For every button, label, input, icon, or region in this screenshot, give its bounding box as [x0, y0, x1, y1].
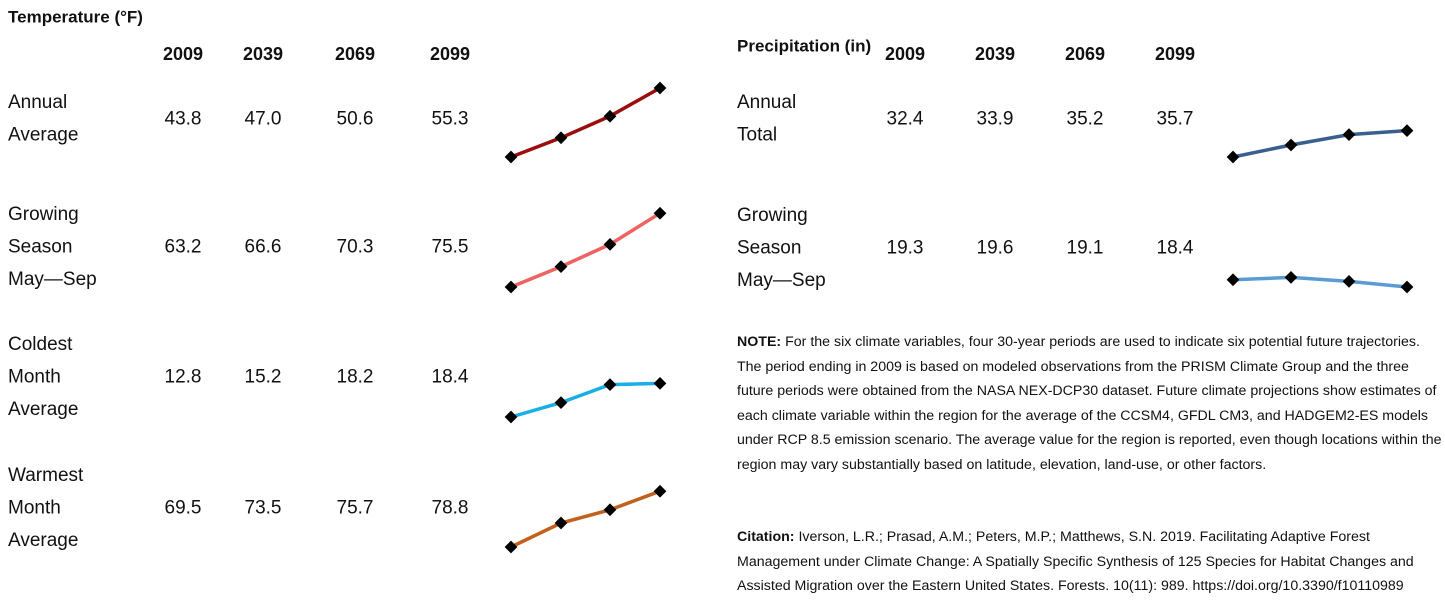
row-label: Warmest: [8, 465, 84, 486]
sparkline: [510, 381, 661, 419]
row-label: Season: [8, 237, 72, 258]
sparkline: [1232, 128, 1408, 159]
value: 15.2: [245, 367, 282, 388]
value: 69.5: [165, 498, 202, 519]
sparkline-marker: [1284, 271, 1298, 284]
year-header: 2099: [430, 44, 470, 64]
year-header: 2009: [885, 44, 925, 64]
row-label: Average: [8, 125, 78, 146]
row-label: Growing: [737, 205, 808, 226]
sparkline-marker: [554, 396, 568, 409]
row-label: Coldest: [8, 334, 73, 355]
sparkline-marker: [1284, 138, 1298, 152]
value: 75.7: [337, 498, 374, 519]
value: 18.4: [432, 367, 469, 388]
value: 66.6: [245, 237, 282, 258]
year-header: 2039: [975, 44, 1015, 64]
value: 18.2: [337, 367, 374, 388]
sparkline-marker: [603, 503, 617, 517]
sparkline-marker: [653, 484, 667, 498]
value: 35.2: [1067, 108, 1104, 129]
value: 12.8: [165, 367, 202, 388]
row-label: Average: [8, 399, 78, 420]
year-header: 2009: [163, 44, 203, 64]
row-label: May—Sep: [737, 270, 826, 291]
value: 78.8: [432, 498, 469, 519]
sparkline-marker: [1400, 280, 1414, 294]
year-header: 2069: [335, 44, 375, 64]
sparkline-marker: [1226, 273, 1240, 287]
value: 43.8: [165, 108, 202, 129]
sparkline-marker: [504, 150, 518, 164]
value: 18.4: [1157, 238, 1194, 259]
value: 19.1: [1067, 238, 1104, 259]
sparkline: [510, 211, 661, 289]
sparkline-marker: [653, 377, 667, 390]
year-header: 2039: [243, 44, 283, 64]
value: 33.9: [977, 108, 1014, 129]
sparkline-marker: [554, 260, 568, 273]
sparkline: [1232, 275, 1408, 289]
value: 73.5: [245, 498, 282, 519]
sparkline-marker: [504, 280, 518, 294]
row-label: Total: [737, 125, 777, 146]
note-label: NOTE:: [737, 334, 782, 350]
sparkline-marker: [1400, 124, 1414, 137]
sparkline-marker: [504, 410, 518, 424]
sparkline: [510, 86, 661, 159]
sparkline-marker: [554, 131, 568, 145]
citation-text: Iverson, L.R.; Prasad, A.M.; Peters, M.P…: [737, 529, 1414, 594]
row-label: Season: [737, 238, 801, 259]
value: 63.2: [165, 237, 202, 258]
value: 19.6: [977, 238, 1014, 259]
value: 35.7: [1157, 108, 1194, 129]
row-label: Month: [8, 367, 61, 388]
panel-title: Precipitation (in): [737, 36, 871, 55]
row-label: Month: [8, 498, 61, 519]
value: 70.3: [337, 237, 374, 258]
note: NOTE: For the six climate variables, fou…: [737, 330, 1442, 477]
sparkline-marker: [1342, 275, 1356, 288]
sparkline-marker: [603, 378, 617, 391]
year-header: 2069: [1065, 44, 1105, 64]
note-text: For the six climate variables, four 30-y…: [737, 334, 1442, 473]
sparkline-marker: [1342, 128, 1356, 141]
citation-label: Citation:: [737, 529, 795, 545]
row-label: Average: [8, 530, 78, 551]
row-label: Annual: [8, 92, 67, 113]
value: 47.0: [245, 108, 282, 129]
panel-title: Temperature (°F): [8, 7, 143, 26]
value: 75.5: [432, 237, 469, 258]
value: 32.4: [887, 108, 924, 129]
value: 55.3: [432, 108, 469, 129]
citation: Citation: Iverson, L.R.; Prasad, A.M.; P…: [737, 525, 1442, 599]
sparkline-marker: [504, 540, 518, 554]
row-label: Growing: [8, 204, 79, 225]
sparkline-marker: [554, 516, 568, 530]
value: 19.3: [887, 238, 924, 259]
sparkline-marker: [1226, 150, 1240, 164]
sparkline: [510, 489, 661, 549]
value: 50.6: [337, 108, 374, 129]
row-label: May—Sep: [8, 269, 97, 290]
year-header: 2099: [1155, 44, 1195, 64]
row-label: Annual: [737, 92, 796, 113]
